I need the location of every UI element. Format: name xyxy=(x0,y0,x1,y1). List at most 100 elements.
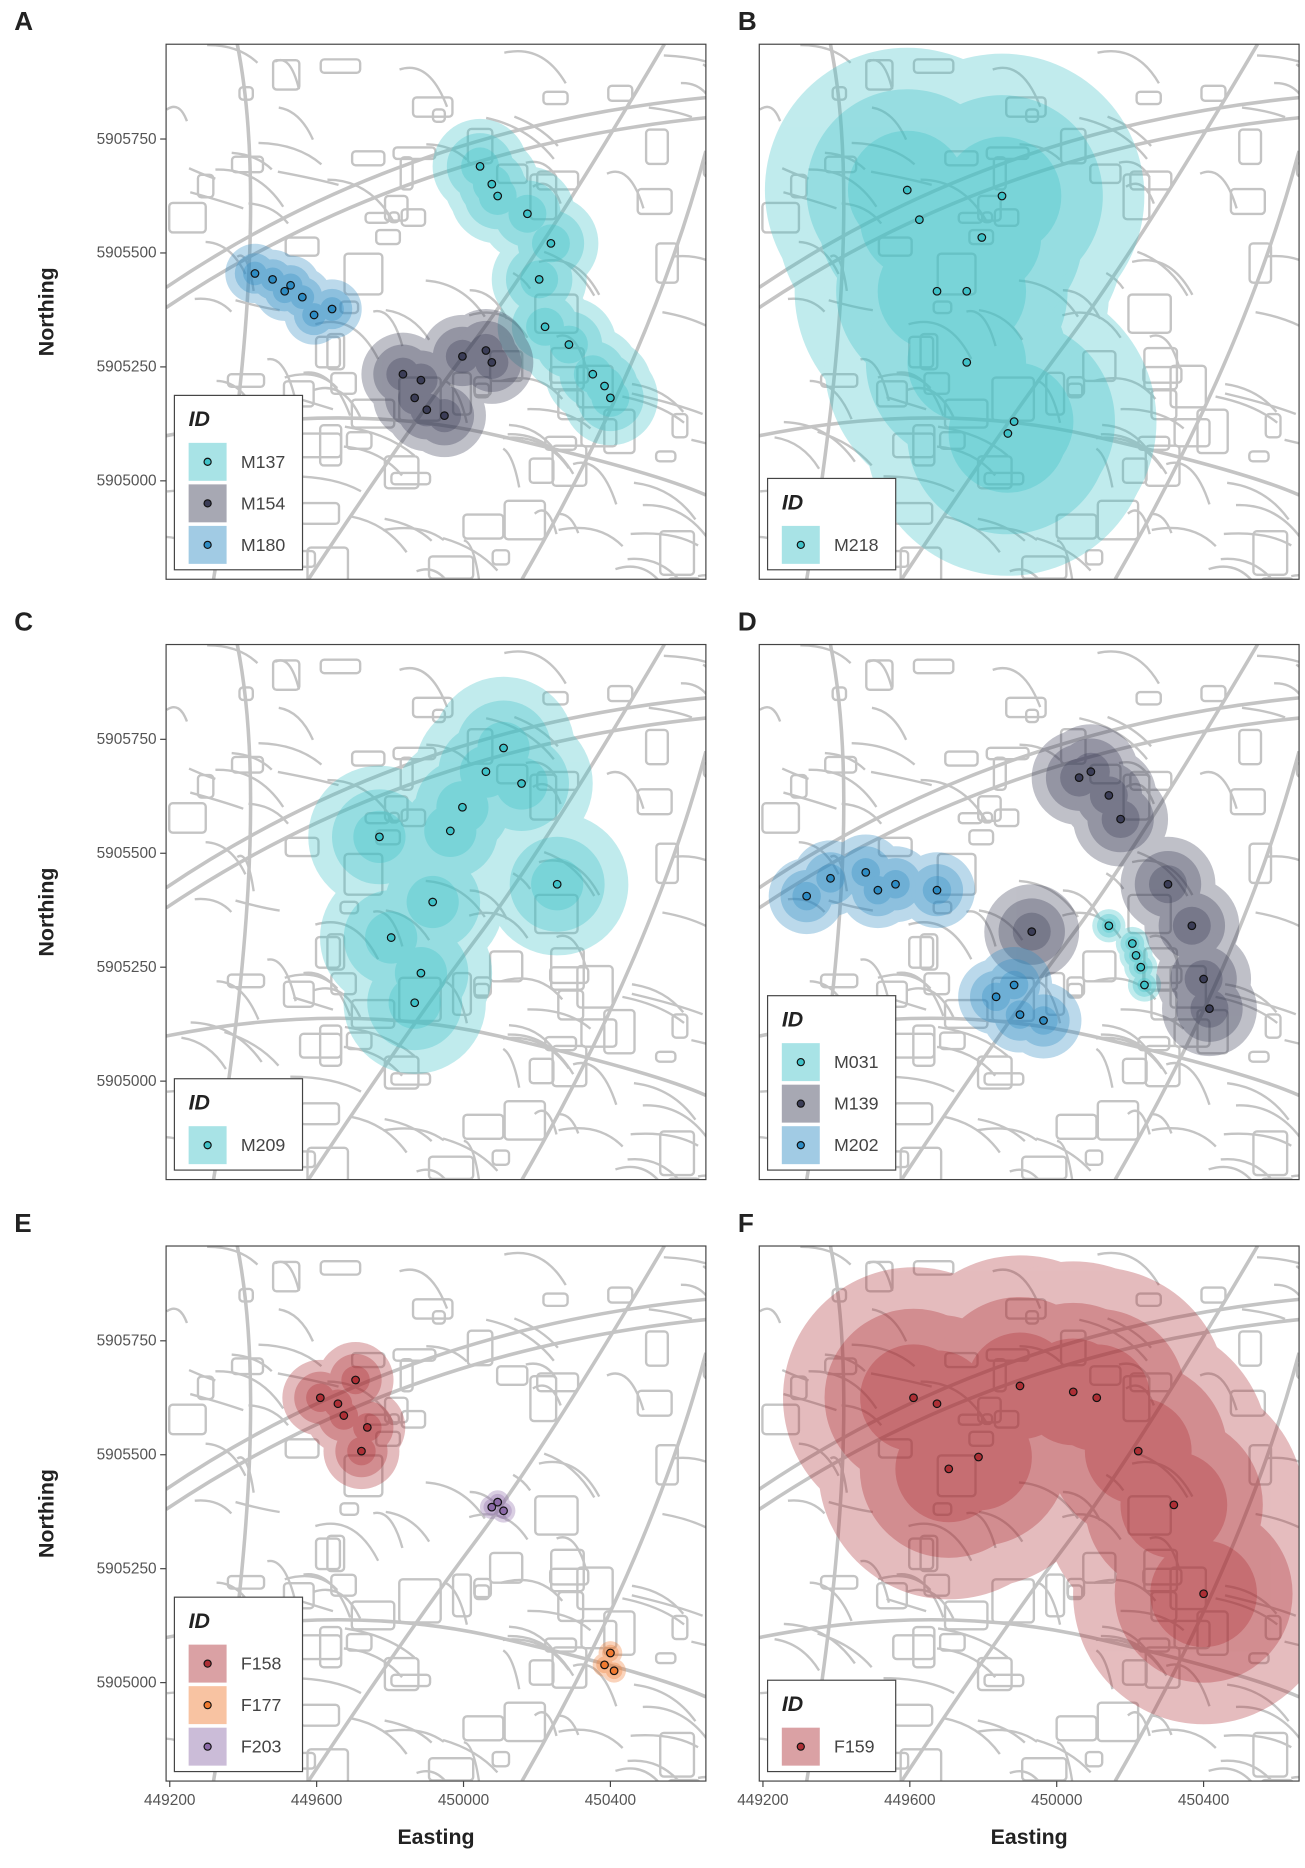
home-range xyxy=(446,133,644,432)
location-point xyxy=(588,369,598,379)
location-point xyxy=(280,286,290,296)
legend-title: ID xyxy=(782,1692,803,1716)
location-point xyxy=(410,998,420,1008)
location-point xyxy=(1068,1387,1078,1397)
location-point xyxy=(1199,1589,1208,1599)
location-point xyxy=(268,275,277,284)
location-point xyxy=(410,393,420,403)
location-point xyxy=(517,779,526,788)
legend-label: M031 xyxy=(834,1052,879,1072)
location-point xyxy=(1104,790,1114,800)
panel-label: B xyxy=(738,6,757,36)
location-point xyxy=(375,832,384,842)
legend-dot xyxy=(796,1099,805,1108)
location-point xyxy=(600,1660,609,1670)
legend-dot xyxy=(203,499,212,508)
x-tick-label: 450000 xyxy=(1031,1792,1082,1809)
legend-label: F158 xyxy=(241,1654,282,1674)
legend-dot xyxy=(203,1700,212,1710)
y-tick-label: 5905750 xyxy=(97,731,157,748)
location-point xyxy=(351,1375,360,1385)
location-point xyxy=(422,405,432,415)
location-point xyxy=(458,352,467,361)
legend-dot xyxy=(203,457,212,466)
location-point xyxy=(481,767,491,777)
location-point xyxy=(1140,980,1149,990)
legend-dot xyxy=(796,1742,805,1751)
location-point xyxy=(487,357,497,367)
panel-label: E xyxy=(14,1208,31,1238)
location-point xyxy=(1131,950,1141,960)
location-point xyxy=(339,1411,349,1420)
location-point xyxy=(997,191,1007,201)
location-point xyxy=(440,411,449,421)
location-point xyxy=(499,1506,508,1516)
y-axis-title: Northing xyxy=(34,868,58,957)
legend-dot xyxy=(796,540,805,550)
location-point xyxy=(315,1393,325,1403)
location-point xyxy=(932,286,942,296)
location-point xyxy=(546,239,556,248)
location-point xyxy=(962,357,972,367)
legend-label: M154 xyxy=(241,493,286,513)
panel-label: C xyxy=(14,606,33,636)
legend-dot xyxy=(796,1141,805,1150)
location-point xyxy=(1127,939,1137,948)
location-point xyxy=(327,304,337,314)
location-point xyxy=(487,179,497,189)
location-point xyxy=(991,992,1001,1002)
location-point xyxy=(1015,1381,1025,1391)
location-point xyxy=(600,381,609,391)
location-point xyxy=(416,968,426,978)
location-point xyxy=(944,1464,954,1474)
location-point xyxy=(1116,814,1125,824)
location-point xyxy=(1009,417,1019,426)
location-point xyxy=(1027,927,1037,937)
panel-label: F xyxy=(738,1208,754,1238)
location-point xyxy=(1199,974,1208,984)
location-point xyxy=(493,191,503,201)
location-point xyxy=(1133,1446,1143,1456)
plot-area xyxy=(166,1246,706,1782)
location-point xyxy=(914,215,924,225)
panel-label: A xyxy=(14,6,33,36)
location-point xyxy=(398,369,408,379)
legend-dot xyxy=(796,1057,805,1067)
location-point xyxy=(386,933,396,942)
location-point xyxy=(1039,1016,1048,1025)
location-point xyxy=(286,280,295,290)
x-tick-label: 450000 xyxy=(438,1792,489,1809)
location-point xyxy=(362,1423,372,1432)
plot-area xyxy=(759,644,1300,1180)
y-tick-label: 5905000 xyxy=(97,1674,157,1691)
legend-label: M218 xyxy=(834,535,879,555)
y-tick-label: 5905250 xyxy=(97,959,157,976)
location-point xyxy=(493,1497,503,1507)
location-point xyxy=(1015,1010,1025,1019)
legend: ID M209 xyxy=(173,1078,304,1171)
y-tick-label: 5905500 xyxy=(97,845,157,862)
location-point xyxy=(606,1648,615,1658)
location-point xyxy=(1205,1004,1214,1014)
y-tick-label: 5905750 xyxy=(97,131,157,148)
legend-title: ID xyxy=(782,1008,803,1032)
y-tick-label: 5905250 xyxy=(97,1560,157,1577)
panel-border xyxy=(165,643,707,1181)
y-axis-title: Northing xyxy=(34,267,58,356)
legend-title: ID xyxy=(189,1091,210,1115)
location-point xyxy=(564,340,574,349)
x-tick-label: 449200 xyxy=(737,1792,788,1809)
location-point xyxy=(481,346,491,355)
legend-label: M202 xyxy=(834,1135,878,1155)
location-point xyxy=(861,868,871,877)
legend-dot xyxy=(203,1659,212,1668)
panel-border xyxy=(758,43,1300,580)
location-point xyxy=(1003,429,1013,438)
legend-label: F203 xyxy=(241,1737,282,1757)
location-point xyxy=(974,1452,983,1462)
panel-label: D xyxy=(738,606,757,636)
location-point xyxy=(534,275,544,284)
location-point xyxy=(802,891,812,901)
legend-dot xyxy=(203,540,212,550)
